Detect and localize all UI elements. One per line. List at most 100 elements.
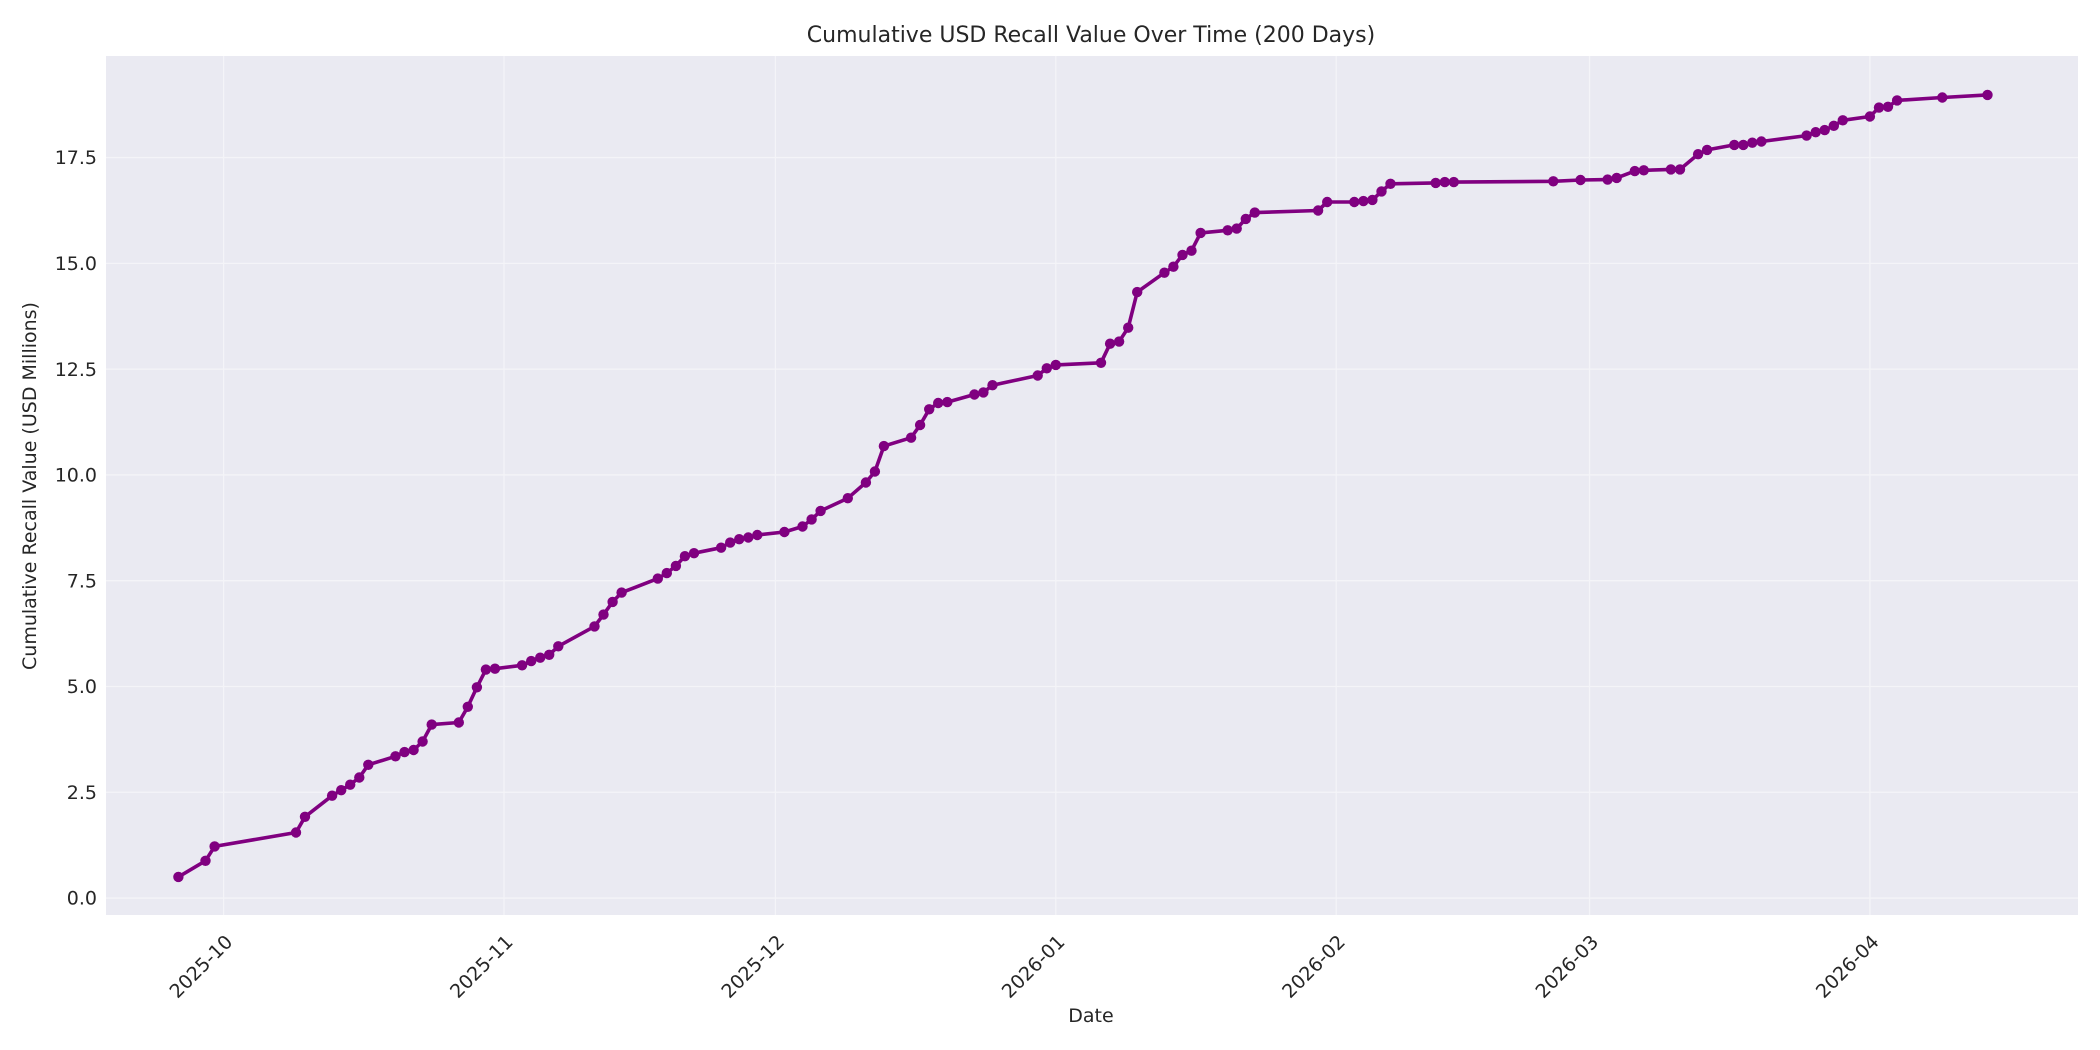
x-axis: 2025-10 2025-11 2025-12 2026-01 2026-02 2026-…	[166, 931, 1884, 1003]
data-point	[978, 387, 988, 397]
data-point	[1874, 102, 1884, 112]
data-point	[861, 477, 871, 487]
data-point	[1105, 339, 1115, 349]
x-tick-label: 2026-01	[998, 931, 1070, 1003]
data-point	[1096, 358, 1106, 368]
data-point	[544, 650, 554, 660]
data-point	[1449, 177, 1459, 187]
data-point	[472, 682, 482, 692]
data-point	[1132, 287, 1142, 297]
y-tick-label: 7.5	[67, 570, 97, 592]
data-point	[1223, 225, 1233, 235]
data-point	[843, 493, 853, 503]
data-point	[680, 551, 690, 561]
y-tick-label: 10.0	[55, 465, 97, 487]
data-point	[354, 772, 364, 782]
data-point	[1385, 179, 1395, 189]
data-point	[743, 532, 753, 542]
data-point	[1114, 336, 1124, 346]
data-point	[879, 441, 889, 451]
data-point	[734, 534, 744, 544]
data-point	[363, 760, 373, 770]
data-point	[716, 543, 726, 553]
y-axis-label: Cumulative Recall Value (USD Millions)	[19, 302, 41, 670]
data-point	[870, 466, 880, 476]
data-point	[1747, 138, 1757, 148]
data-point	[1186, 246, 1196, 256]
data-point	[1177, 250, 1187, 260]
data-point	[300, 812, 310, 822]
x-axis-label: Date	[1068, 1005, 1113, 1027]
data-point	[616, 587, 626, 597]
data-point	[345, 780, 355, 790]
y-tick-label: 17.5	[55, 147, 97, 169]
data-point	[417, 736, 427, 746]
x-tick-label: 2026-04	[1812, 931, 1884, 1003]
data-point	[1159, 268, 1169, 278]
y-tick-label: 2.5	[67, 782, 97, 804]
data-point	[752, 530, 762, 540]
data-point	[1195, 228, 1205, 238]
y-axis: 0.0 2.5 5.0 7.5 10.0 12.5 15.0 17.5	[55, 147, 97, 910]
data-point	[806, 514, 816, 524]
data-point	[987, 380, 997, 390]
data-point	[653, 573, 663, 583]
data-point	[1729, 140, 1739, 150]
plot-area	[106, 56, 2078, 915]
data-point	[969, 389, 979, 399]
data-point	[1033, 370, 1043, 380]
x-tick-label: 2025-11	[446, 931, 518, 1003]
data-point	[1431, 178, 1441, 188]
data-point	[1313, 205, 1323, 215]
y-tick-label: 12.5	[55, 359, 97, 381]
x-tick-label: 2026-03	[1531, 931, 1603, 1003]
data-point	[1367, 195, 1377, 205]
x-tick-label: 2025-10	[166, 931, 238, 1003]
data-point	[1811, 127, 1821, 137]
data-point	[1051, 360, 1061, 370]
data-point	[427, 719, 437, 729]
data-point	[1892, 95, 1902, 105]
y-tick-label: 15.0	[55, 253, 97, 275]
data-point	[1123, 323, 1133, 333]
data-point	[1602, 174, 1612, 184]
data-point	[1937, 92, 1947, 102]
data-point	[1865, 111, 1875, 121]
data-point	[797, 521, 807, 531]
data-point	[779, 527, 789, 537]
data-point	[1820, 125, 1830, 135]
data-point	[1702, 145, 1712, 155]
data-point	[1639, 165, 1649, 175]
data-point	[1322, 197, 1332, 207]
data-point	[1801, 130, 1811, 140]
chart-title: Cumulative USD Recall Value Over Time (2…	[807, 23, 1375, 48]
data-point	[1349, 197, 1359, 207]
data-point	[933, 398, 943, 408]
data-point	[526, 656, 536, 666]
data-point	[725, 537, 735, 547]
data-point	[399, 747, 409, 757]
data-point	[662, 568, 672, 578]
data-point	[671, 561, 681, 571]
x-tick-label: 2025-12	[717, 931, 789, 1003]
data-point	[490, 664, 500, 674]
data-point	[689, 548, 699, 558]
data-point	[1232, 223, 1242, 233]
data-point	[408, 745, 418, 755]
data-point	[1440, 177, 1450, 187]
data-point	[1168, 262, 1178, 272]
data-point	[598, 609, 608, 619]
data-point	[1241, 214, 1251, 224]
data-point	[173, 872, 183, 882]
data-point	[1358, 196, 1368, 206]
data-point	[1575, 175, 1585, 185]
data-point	[200, 856, 210, 866]
data-point	[1838, 115, 1848, 125]
data-point	[463, 702, 473, 712]
data-point	[1630, 166, 1640, 176]
data-point	[1250, 207, 1260, 217]
data-point	[1376, 186, 1386, 196]
data-point	[336, 785, 346, 795]
data-point	[291, 827, 301, 837]
data-point	[915, 420, 925, 430]
